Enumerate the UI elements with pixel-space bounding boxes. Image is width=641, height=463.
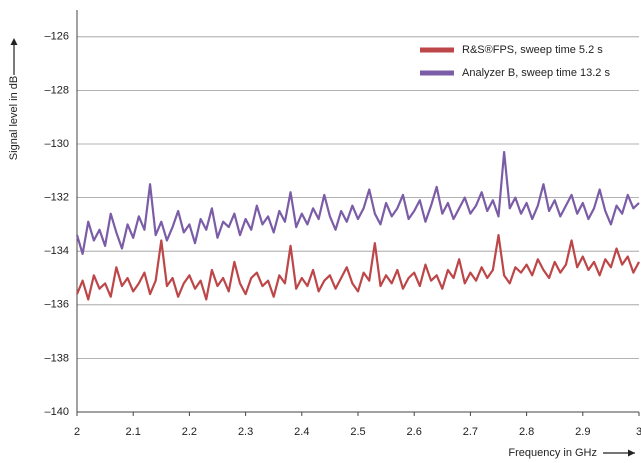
x-tick-label: 2.6 [407, 426, 422, 438]
series-line [75, 150, 640, 255]
legend-label: R&S®FPS, sweep time 5.2 s [462, 44, 603, 56]
y-axis-arrowhead [10, 38, 18, 45]
series-line [75, 234, 640, 301]
legend-background [414, 40, 640, 60]
x-tick-label: 2.2 [182, 426, 197, 438]
legend-label: Analyzer B, sweep time 13.2 s [462, 67, 610, 79]
x-axis-title: Frequency in GHz [508, 447, 597, 459]
y-tick-label: –140 [45, 406, 69, 418]
legend-background [414, 63, 640, 83]
y-tick-label: –128 [45, 84, 69, 96]
y-axis-title: Signal level in dB [8, 76, 20, 160]
y-tick-label: –132 [45, 192, 69, 204]
x-tick-label: 2.8 [519, 426, 534, 438]
x-axis-arrowhead [628, 449, 635, 457]
x-tick-label: 2.5 [350, 426, 365, 438]
x-tick-label: 2.4 [294, 426, 309, 438]
x-tick-label: 3 [636, 426, 641, 438]
y-tick-label: –134 [45, 245, 69, 257]
x-tick-label: 2.7 [463, 426, 478, 438]
x-tick-label: 2 [74, 426, 80, 438]
y-tick-label: –138 [45, 352, 69, 364]
x-tick-label: 2.1 [126, 426, 141, 438]
x-tick-label: 2.3 [238, 426, 253, 438]
y-tick-label: –126 [45, 31, 69, 43]
y-tick-label: –130 [45, 138, 69, 150]
x-tick-label: 2.9 [575, 426, 590, 438]
y-tick-label: –136 [45, 299, 69, 311]
